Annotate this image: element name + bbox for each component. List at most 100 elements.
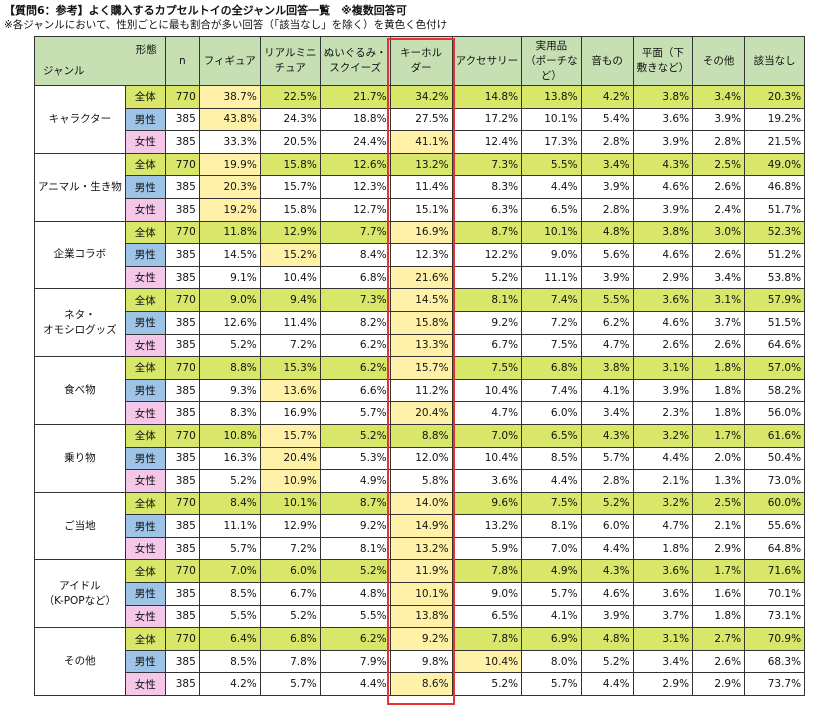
value-cell: 53.8% bbox=[744, 265, 806, 290]
value-cell: 27.5% bbox=[389, 107, 453, 132]
value-cell: 5.2% bbox=[451, 672, 523, 697]
value-cell: 4.4% bbox=[580, 672, 634, 697]
value-cell: 9.1% bbox=[198, 265, 261, 290]
value-cell: 60.0% bbox=[744, 491, 806, 516]
value-cell: 71.6% bbox=[744, 559, 806, 584]
n-cell: 770 bbox=[164, 288, 200, 312]
table-row: 男性 385 12.6% 11.4% 8.2% 15.8% 9.2% 7.2% 6.2% 4.6%… bbox=[35, 310, 806, 335]
value-cell: 2.6% bbox=[692, 175, 746, 199]
value-cell: 2.6% bbox=[692, 333, 746, 358]
value-cell: 1.8% bbox=[692, 401, 746, 425]
value-cell: 6.2% bbox=[319, 627, 391, 651]
table-row: 女性 385 8.3% 16.9% 5.7% 20.4% 4.7% 6.0% 3.4% 2.3% 1… bbox=[35, 401, 806, 425]
value-cell: 7.2% bbox=[259, 536, 321, 561]
table-row: 女性 385 19.2% 15.8% 12.7% 15.1% 6.3% 6.5% 2.8% 3.9… bbox=[35, 197, 806, 222]
segment-cell: 女性 bbox=[124, 401, 166, 425]
n-cell: 385 bbox=[164, 333, 200, 358]
table-row: ネタ・ オモシログッズ 全体 770 9.0% 9.4% 7.3% 14.5% 8.1% 7.4%… bbox=[34, 288, 806, 358]
value-cell: 10.1% bbox=[521, 107, 582, 132]
col-header-n: n bbox=[164, 36, 200, 86]
genre-cell: アニマル・生き物 bbox=[34, 152, 126, 222]
value-cell: 4.8% bbox=[580, 220, 634, 245]
value-cell: 12.2% bbox=[451, 243, 523, 267]
value-cell: 5.2% bbox=[319, 559, 391, 584]
col-header-plush-squeeze: ぬいぐるみ・ スクイーズ bbox=[319, 36, 391, 86]
value-cell: 4.8% bbox=[319, 582, 391, 606]
value-cell: 5.2% bbox=[259, 604, 321, 629]
value-cell: 57.0% bbox=[744, 356, 806, 380]
value-cell: 6.5% bbox=[521, 197, 582, 222]
segment-cell: 男性 bbox=[124, 378, 166, 403]
value-cell: 12.6% bbox=[319, 152, 391, 177]
value-cell: 17.2% bbox=[451, 107, 523, 132]
header-row: 形態 ジャンル n フィギュア リアルミニ チュア ぬいぐるみ・ スクイーズ キーホ… bbox=[34, 36, 806, 86]
value-cell: 20.3% bbox=[744, 85, 806, 109]
value-cell: 3.6% bbox=[632, 559, 694, 584]
value-cell: 5.5% bbox=[319, 604, 391, 629]
value-cell: 6.8% bbox=[319, 265, 391, 290]
value-cell: 10.8% bbox=[198, 423, 261, 448]
value-cell: 20.4% bbox=[389, 401, 453, 425]
value-cell: 22.5% bbox=[259, 85, 321, 109]
value-cell: 3.4% bbox=[692, 265, 746, 290]
value-cell: 20.4% bbox=[259, 446, 321, 471]
table-body: キャラクター 全体 770 38.7% 22.5% 21.7% 34.2% 14.8% 13.8… bbox=[34, 85, 806, 697]
value-cell: 6.8% bbox=[521, 356, 582, 380]
value-cell: 15.7% bbox=[259, 175, 321, 199]
value-cell: 51.2% bbox=[744, 243, 806, 267]
value-cell: 3.4% bbox=[632, 649, 694, 674]
value-cell: 4.1% bbox=[521, 604, 582, 629]
value-cell: 51.7% bbox=[744, 197, 806, 222]
value-cell: 15.1% bbox=[389, 197, 453, 222]
table-row: その他 全体 770 6.4% 6.8% 6.2% 9.2% 7.8% 6.9% 4.8% 3.1%… bbox=[34, 627, 806, 697]
n-cell: 385 bbox=[164, 378, 200, 403]
value-cell: 8.3% bbox=[198, 401, 261, 425]
value-cell: 15.7% bbox=[259, 423, 321, 448]
segment-cell: 全体 bbox=[124, 356, 166, 380]
value-cell: 55.6% bbox=[744, 514, 806, 538]
value-cell: 7.2% bbox=[521, 310, 582, 335]
value-cell: 6.0% bbox=[580, 514, 634, 538]
value-cell: 3.4% bbox=[580, 401, 634, 425]
value-cell: 7.2% bbox=[259, 333, 321, 358]
value-cell: 3.8% bbox=[632, 85, 694, 109]
value-cell: 24.4% bbox=[319, 130, 391, 154]
value-cell: 13.6% bbox=[259, 378, 321, 403]
value-cell: 5.2% bbox=[580, 491, 634, 516]
value-cell: 7.4% bbox=[521, 378, 582, 403]
value-cell: 3.2% bbox=[632, 491, 694, 516]
value-cell: 12.6% bbox=[198, 310, 261, 335]
segment-cell: 女性 bbox=[124, 469, 166, 493]
n-cell: 385 bbox=[164, 469, 200, 493]
segment-cell: 男性 bbox=[124, 107, 166, 132]
value-cell: 2.8% bbox=[580, 197, 634, 222]
table-row: 女性 385 5.2% 10.9% 4.9% 5.8% 3.6% 4.4% 2.8% 2.1% 1.… bbox=[35, 469, 806, 493]
n-cell: 385 bbox=[164, 107, 200, 132]
value-cell: 7.3% bbox=[319, 288, 391, 312]
value-cell: 5.5% bbox=[521, 152, 582, 177]
value-cell: 3.4% bbox=[580, 152, 634, 177]
value-cell: 3.8% bbox=[632, 220, 694, 245]
value-cell: 10.4% bbox=[451, 446, 523, 471]
value-cell: 20.5% bbox=[259, 130, 321, 154]
value-cell: 7.5% bbox=[521, 333, 582, 358]
value-cell: 4.3% bbox=[580, 559, 634, 584]
value-cell: 61.6% bbox=[744, 423, 806, 448]
value-cell: 9.0% bbox=[198, 288, 261, 312]
table-row: 女性 385 9.1% 10.4% 6.8% 21.6% 5.2% 11.1% 3.9% 2.9%… bbox=[35, 265, 806, 290]
coloring-note: ※各ジャンルにおいて、性別ごとに最も割合が多い回答（「該当なし」を除く）を黄色く… bbox=[4, 19, 448, 31]
value-cell: 5.7% bbox=[521, 672, 582, 697]
value-cell: 2.1% bbox=[632, 469, 694, 493]
value-cell: 5.2% bbox=[451, 265, 523, 290]
value-cell: 5.7% bbox=[319, 401, 391, 425]
value-cell: 3.6% bbox=[632, 582, 694, 606]
value-cell: 3.9% bbox=[580, 265, 634, 290]
genre-cell: キャラクター bbox=[34, 85, 126, 154]
value-cell: 9.4% bbox=[259, 288, 321, 312]
n-cell: 385 bbox=[164, 604, 200, 629]
table-row: 男性 385 8.5% 7.8% 7.9% 9.8% 10.4% 8.0% 5.2% 3.4% 2.… bbox=[35, 649, 806, 674]
segment-cell: 女性 bbox=[124, 604, 166, 629]
value-cell: 9.2% bbox=[389, 627, 453, 651]
value-cell: 4.4% bbox=[521, 469, 582, 493]
value-cell: 7.5% bbox=[521, 491, 582, 516]
